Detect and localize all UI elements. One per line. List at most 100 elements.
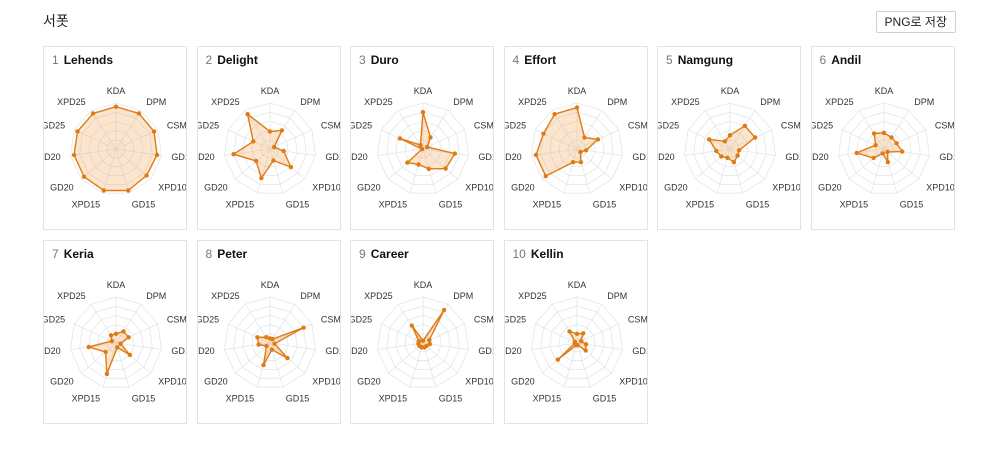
grid-ring bbox=[70, 296, 162, 388]
data-point bbox=[409, 323, 414, 328]
grid-spoke bbox=[563, 342, 577, 388]
grid-ring bbox=[837, 102, 930, 194]
axis-label: GD25 bbox=[505, 315, 526, 325]
series-area bbox=[232, 113, 292, 179]
axis-label: DPM bbox=[146, 97, 166, 107]
data-point bbox=[706, 137, 712, 142]
axis-label: GD15 bbox=[592, 200, 616, 210]
grid-spoke bbox=[80, 342, 117, 374]
data-point bbox=[428, 135, 433, 140]
axis-label: CSM bbox=[934, 121, 953, 131]
grid-spoke bbox=[115, 304, 142, 344]
grid-spoke bbox=[422, 342, 437, 388]
grid-spoke bbox=[73, 323, 117, 344]
axis-label: XPD15 bbox=[72, 200, 101, 210]
axis-label: GD10 bbox=[171, 346, 186, 356]
data-point bbox=[416, 338, 421, 344]
data-point bbox=[881, 130, 886, 136]
data-point bbox=[880, 151, 885, 156]
axis-label: GD25 bbox=[44, 315, 65, 325]
axis-label: GD20 bbox=[50, 377, 74, 387]
data-point bbox=[893, 141, 899, 146]
grid-spoke bbox=[256, 148, 270, 194]
card-header: 5 Namgung bbox=[666, 53, 733, 67]
axis-label: XPD25 bbox=[825, 97, 854, 107]
grid-ring bbox=[241, 120, 298, 176]
grid-ring bbox=[232, 111, 307, 185]
data-point bbox=[427, 337, 432, 343]
data-point bbox=[581, 135, 587, 140]
grid-spoke bbox=[409, 148, 424, 194]
card-header: 6 Andil bbox=[820, 53, 862, 67]
grid-ring bbox=[864, 130, 903, 168]
data-point bbox=[254, 335, 260, 340]
axis-label: XPD25 bbox=[364, 97, 393, 107]
data-point bbox=[714, 148, 719, 154]
axis-label: XPD20 bbox=[44, 152, 61, 162]
axis-label: XPD10 bbox=[465, 377, 493, 387]
data-point bbox=[577, 149, 583, 155]
data-point bbox=[540, 131, 546, 136]
save-png-button[interactable]: PNG로 저장 bbox=[875, 11, 956, 33]
data-point bbox=[888, 135, 894, 140]
grid-spoke bbox=[422, 148, 437, 194]
grid-spoke bbox=[576, 110, 602, 150]
grid-spoke bbox=[576, 323, 619, 344]
axis-label: GD10 bbox=[325, 152, 340, 162]
series-area bbox=[855, 132, 903, 163]
rank-number: 1 bbox=[52, 53, 59, 67]
data-point bbox=[263, 335, 268, 340]
grid-spoke bbox=[883, 110, 909, 150]
grid-ring bbox=[88, 314, 144, 370]
grid-spoke bbox=[380, 323, 424, 344]
data-point bbox=[555, 357, 560, 362]
data-point bbox=[260, 362, 266, 368]
axis-label: XPD25 bbox=[671, 97, 700, 107]
grid-ring bbox=[720, 139, 740, 159]
axis-label: GD15 bbox=[746, 200, 770, 210]
series-area bbox=[708, 125, 756, 163]
grid-spoke bbox=[883, 148, 897, 194]
data-point bbox=[75, 129, 80, 134]
card-header: 4 Effort bbox=[513, 53, 557, 67]
card-header: 2 Delight bbox=[206, 53, 258, 67]
axis-label: KDA bbox=[567, 280, 586, 290]
grid-ring bbox=[566, 333, 587, 353]
data-point bbox=[115, 345, 120, 350]
axis-label: XPD15 bbox=[225, 394, 254, 404]
grid-spoke bbox=[422, 342, 459, 374]
player-name: Kellin bbox=[530, 247, 564, 261]
card-header: 10 Kellin bbox=[513, 247, 564, 261]
data-point bbox=[267, 129, 272, 134]
axis-label: XPD15 bbox=[686, 200, 715, 210]
axis-label: GD20 bbox=[357, 183, 381, 193]
grid-ring bbox=[386, 111, 460, 185]
axis-label: GD25 bbox=[351, 315, 372, 325]
card-header: 3 Duro bbox=[359, 53, 399, 67]
rank-number: 10 bbox=[512, 247, 526, 261]
grid-spoke bbox=[223, 342, 270, 350]
axis-label: DPM bbox=[914, 97, 934, 107]
axis-label: KDA bbox=[567, 86, 586, 96]
grid-spoke bbox=[115, 148, 162, 156]
axis-label: XPD20 bbox=[505, 152, 522, 162]
axis-label: XPD25 bbox=[57, 291, 86, 301]
data-point bbox=[419, 146, 425, 152]
grid-spoke bbox=[409, 342, 424, 388]
grid-ring bbox=[395, 120, 451, 176]
rank-number: 8 bbox=[205, 247, 213, 261]
grid-spoke bbox=[115, 342, 152, 374]
axis-label: DPM bbox=[300, 97, 320, 107]
axis-label: XPD10 bbox=[465, 183, 493, 193]
axis-label: XPD15 bbox=[379, 200, 408, 210]
grid-spoke bbox=[115, 342, 162, 350]
data-point bbox=[854, 150, 859, 156]
data-point bbox=[736, 148, 742, 153]
data-point bbox=[121, 329, 126, 334]
